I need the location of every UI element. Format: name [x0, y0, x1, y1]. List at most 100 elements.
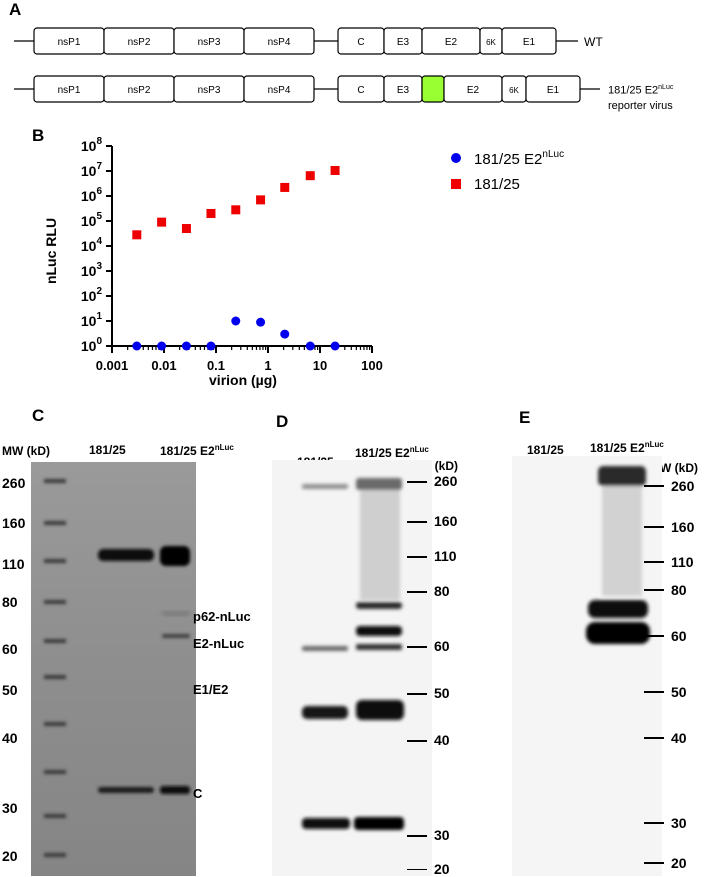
panel-e-mw-ticks	[644, 485, 664, 864]
panel-e-mw-50: 50	[671, 684, 687, 700]
blot-e-smear	[602, 486, 642, 596]
chart-axes	[111, 146, 372, 347]
legend-label-18125: 181/25	[474, 176, 520, 193]
panel-c-mw-260: 260	[2, 475, 26, 491]
rep-6k-label: 6K	[509, 86, 519, 95]
wt-e1-box	[501, 27, 557, 55]
wt-nsp4-label: nsP4	[268, 37, 291, 48]
blot-d-260-band-lane1	[302, 484, 348, 489]
panel-e-lane2-prefix: 181/25 E2	[590, 441, 645, 455]
blot-e-bands	[586, 466, 650, 644]
blot-d-bands	[302, 478, 404, 830]
wt-nsp3-label: nsP3	[198, 37, 221, 48]
legend-label-e2nluc: 181/25 E2nLuc	[474, 149, 564, 168]
x-axis-ticks: 0.001 0.01 0.1 1 10 100	[96, 346, 383, 373]
panel-b-letter: B	[32, 126, 45, 145]
panel-d-mw-60: 60	[434, 638, 450, 654]
panel-c-mw-40: 40	[2, 730, 18, 746]
panel-d-mw-ticks	[407, 481, 427, 870]
panel-d-mw-30: 30	[434, 827, 450, 843]
blot-d-60-band-lane2	[356, 644, 402, 650]
blot-e-260-band	[598, 466, 646, 486]
panel-c-mw-60: 60	[2, 641, 18, 657]
panel-c-mw-160: 160	[2, 515, 26, 531]
band-label-c: C	[193, 786, 203, 801]
panel-e-mw-160: 160	[671, 519, 695, 535]
gel-c-e2nluc-band	[162, 634, 190, 638]
blot-d-c-band-lane2	[354, 817, 404, 830]
wt-nsp4-box	[243, 27, 315, 55]
x-tick-label: 10	[313, 358, 327, 373]
point-e2nluc	[132, 341, 142, 351]
point-18125	[157, 217, 167, 227]
y-axis-ticks: 100 101 102 103 104 105 106 107 108	[81, 136, 112, 354]
point-18125	[231, 205, 241, 215]
y-tick-label: 104	[81, 236, 103, 254]
panel-d-letter: D	[276, 412, 289, 431]
reporter-label-sup: nLuc	[658, 84, 674, 91]
gel-c-e1e2-band-lane2	[160, 546, 190, 566]
rep-nsp4-label: nsP4	[268, 85, 291, 96]
blot-d-e2nluc-band-lane2	[356, 626, 402, 636]
panel-c-mw-30: 30	[2, 800, 18, 816]
y-tick-label: 100	[81, 336, 103, 354]
wt-nsp1-label: nsP1	[58, 37, 81, 48]
blot-d-c-band-lane1	[302, 818, 350, 829]
data-points	[132, 165, 340, 351]
wt-e2-label: E2	[445, 37, 458, 48]
blot-d-p62-band-lane2	[356, 602, 402, 609]
point-18125	[181, 224, 191, 234]
blot-d-260-band-lane2	[356, 478, 402, 490]
panel-e-lane2-label: 181/25 E2nLuc	[590, 440, 664, 455]
gel-c-p62nluc-band	[162, 612, 190, 615]
panel-e-lane1-label: 181/25	[527, 443, 564, 457]
panel-c-mw-50: 50	[2, 682, 18, 698]
panel-e-mw-80: 80	[671, 582, 687, 598]
panel-c-mw-20: 20	[2, 848, 18, 864]
point-e2nluc	[231, 316, 241, 326]
band-label-p62nluc: p62-nLuc	[193, 609, 251, 624]
point-18125	[305, 171, 315, 181]
blot-d-e1e2-band-lane1	[302, 706, 348, 719]
y-tick-label: 103	[81, 261, 103, 279]
y-tick-label: 108	[81, 136, 103, 154]
wt-e3-label: E3	[397, 37, 410, 48]
point-18125	[330, 165, 340, 175]
band-label-e2nluc: E2-nLuc	[193, 636, 245, 651]
panel-d-lane2-sup: nLuc	[409, 445, 429, 454]
panel-e-mw-40: 40	[671, 730, 687, 746]
panel-e-mw-header: MW (kD)	[650, 461, 698, 475]
rep-c-label: C	[357, 85, 364, 96]
legend-e2nluc-sup: nLuc	[542, 149, 564, 160]
y-tick-label: 102	[81, 286, 103, 304]
gel-c-ladder-bands	[44, 479, 66, 857]
panel-c-gel	[31, 462, 196, 876]
panel-e-mw-20: 20	[671, 855, 687, 871]
point-e2nluc	[181, 341, 191, 351]
blot-d-smear-lane2	[360, 490, 400, 600]
panel-e-mw-60: 60	[671, 628, 687, 644]
rep-e1-box	[525, 75, 581, 103]
panel-e-blot	[512, 456, 662, 876]
y-tick-label: 101	[81, 311, 103, 329]
x-tick-label: 0.001	[96, 358, 129, 373]
blot-e-p62-band	[588, 600, 648, 618]
panel-d-mw-160: 160	[434, 513, 458, 529]
panel-e-mw-30: 30	[671, 815, 687, 831]
reporter-label: 181/25 E2nLuc reporter virus	[608, 80, 673, 114]
rep-e1-label: E1	[547, 85, 560, 96]
gel-c-background	[31, 462, 196, 876]
point-e2nluc	[206, 341, 216, 351]
rep-nsp4-box	[243, 75, 315, 103]
panel-d-mw-20: 20	[434, 861, 450, 877]
legend-e2nluc-name: 181/25 E2	[474, 151, 542, 168]
point-e2nluc	[256, 317, 266, 327]
gel-c-sample-bands	[98, 546, 190, 794]
panel-c-mw-80: 80	[2, 594, 18, 610]
wt-6k-label: 6K	[486, 38, 496, 47]
panel-d-mw-40: 40	[434, 732, 450, 748]
blot-d-e1e2-band-lane2	[356, 700, 404, 720]
point-18125	[206, 208, 216, 218]
wt-nsp2-label: nsP2	[128, 37, 151, 48]
